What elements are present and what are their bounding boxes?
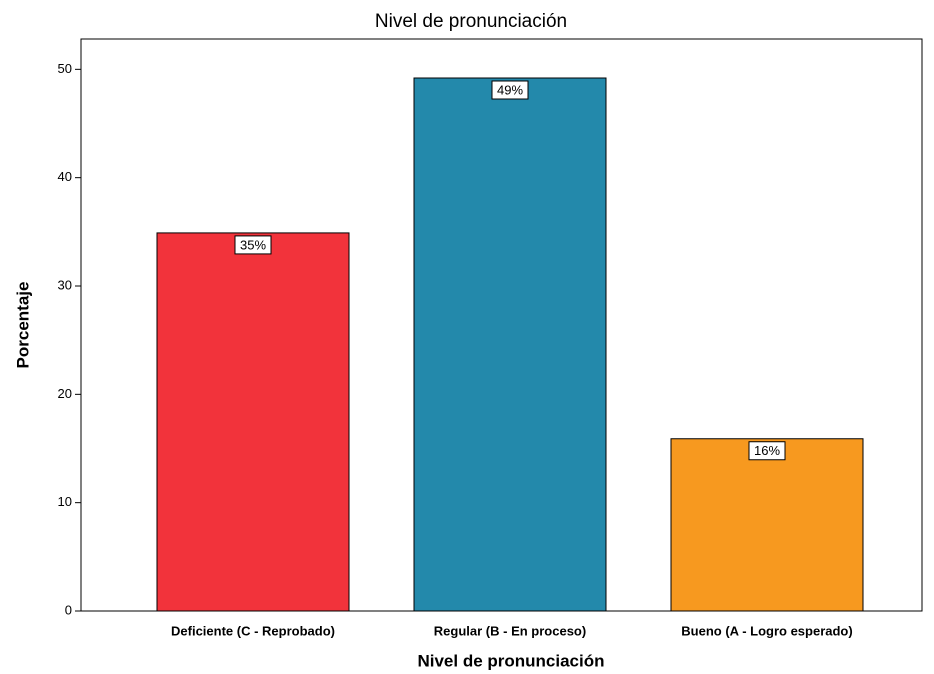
y-tick-label: 10 (58, 494, 72, 509)
chart-title: Nivel de pronunciación (375, 11, 567, 32)
y-tick-label: 0 (65, 602, 72, 617)
y-tick-label: 50 (58, 61, 72, 76)
value-label-box (748, 441, 786, 461)
y-tick-label: 20 (58, 386, 72, 401)
bar (413, 77, 607, 612)
x-tick-label: Bueno (A - Logro esperado) (681, 623, 852, 638)
value-label-box (234, 235, 272, 255)
x-axis-label: Nivel de pronunciación (417, 651, 604, 670)
value-label: 35% (240, 237, 266, 252)
y-tick-label: 30 (58, 277, 72, 292)
value-label: 16% (754, 443, 780, 458)
bar (156, 232, 350, 612)
value-label: 49% (497, 82, 523, 97)
x-tick-label: Regular (B - En proceso) (434, 623, 586, 638)
x-tick-label: Deficiente (C - Reprobado) (171, 623, 335, 638)
y-tick-label: 40 (58, 169, 72, 184)
bar (670, 438, 864, 612)
y-axis-label: Porcentaje (13, 282, 32, 369)
value-label-box (491, 80, 529, 100)
